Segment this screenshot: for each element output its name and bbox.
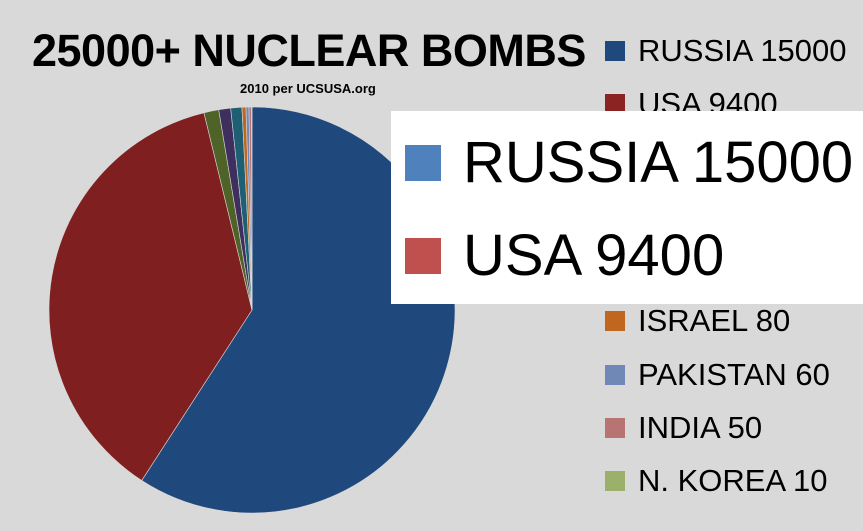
legend-label: PAKISTAN 60: [638, 357, 830, 392]
legend-swatch: [605, 94, 625, 114]
zoom-legend-item: RUSSIA 15000: [405, 129, 853, 196]
legend-swatch: [605, 418, 625, 438]
zoom-legend-label: RUSSIA 15000: [463, 130, 854, 195]
legend-item: ISRAEL 80: [605, 303, 790, 339]
legend-item: PAKISTAN 60: [605, 357, 830, 393]
legend-label: INDIA 50: [638, 410, 763, 445]
zoomed-legend-callout: RUSSIA 15000 USA 9400: [391, 111, 863, 304]
legend-swatch: [605, 41, 625, 61]
legend-swatch: [605, 365, 625, 385]
pie-slice: [48, 112, 253, 481]
zoom-legend-swatch: [405, 144, 441, 181]
zoom-legend-swatch: [405, 237, 441, 274]
pie-slice: [141, 106, 456, 514]
legend-item: RUSSIA 15000: [605, 33, 847, 69]
pie-slice: [251, 106, 253, 311]
chart-title: 25000+ NUCLEAR BOMBS: [32, 25, 586, 76]
zoom-legend-item: USA 9400: [405, 222, 724, 289]
legend-item: N. KOREA 10: [605, 463, 828, 499]
legend-label: N. KOREA 10: [638, 463, 828, 498]
legend-label: RUSSIA 15000: [638, 33, 847, 68]
zoom-legend-label: USA 9400: [463, 223, 725, 288]
legend-label: ISRAEL 80: [638, 303, 791, 338]
legend-item: INDIA 50: [605, 410, 762, 446]
chart-subtitle: 2010 per UCSUSA.org: [240, 81, 376, 96]
legend-swatch: [605, 311, 625, 331]
legend-swatch: [605, 471, 625, 491]
